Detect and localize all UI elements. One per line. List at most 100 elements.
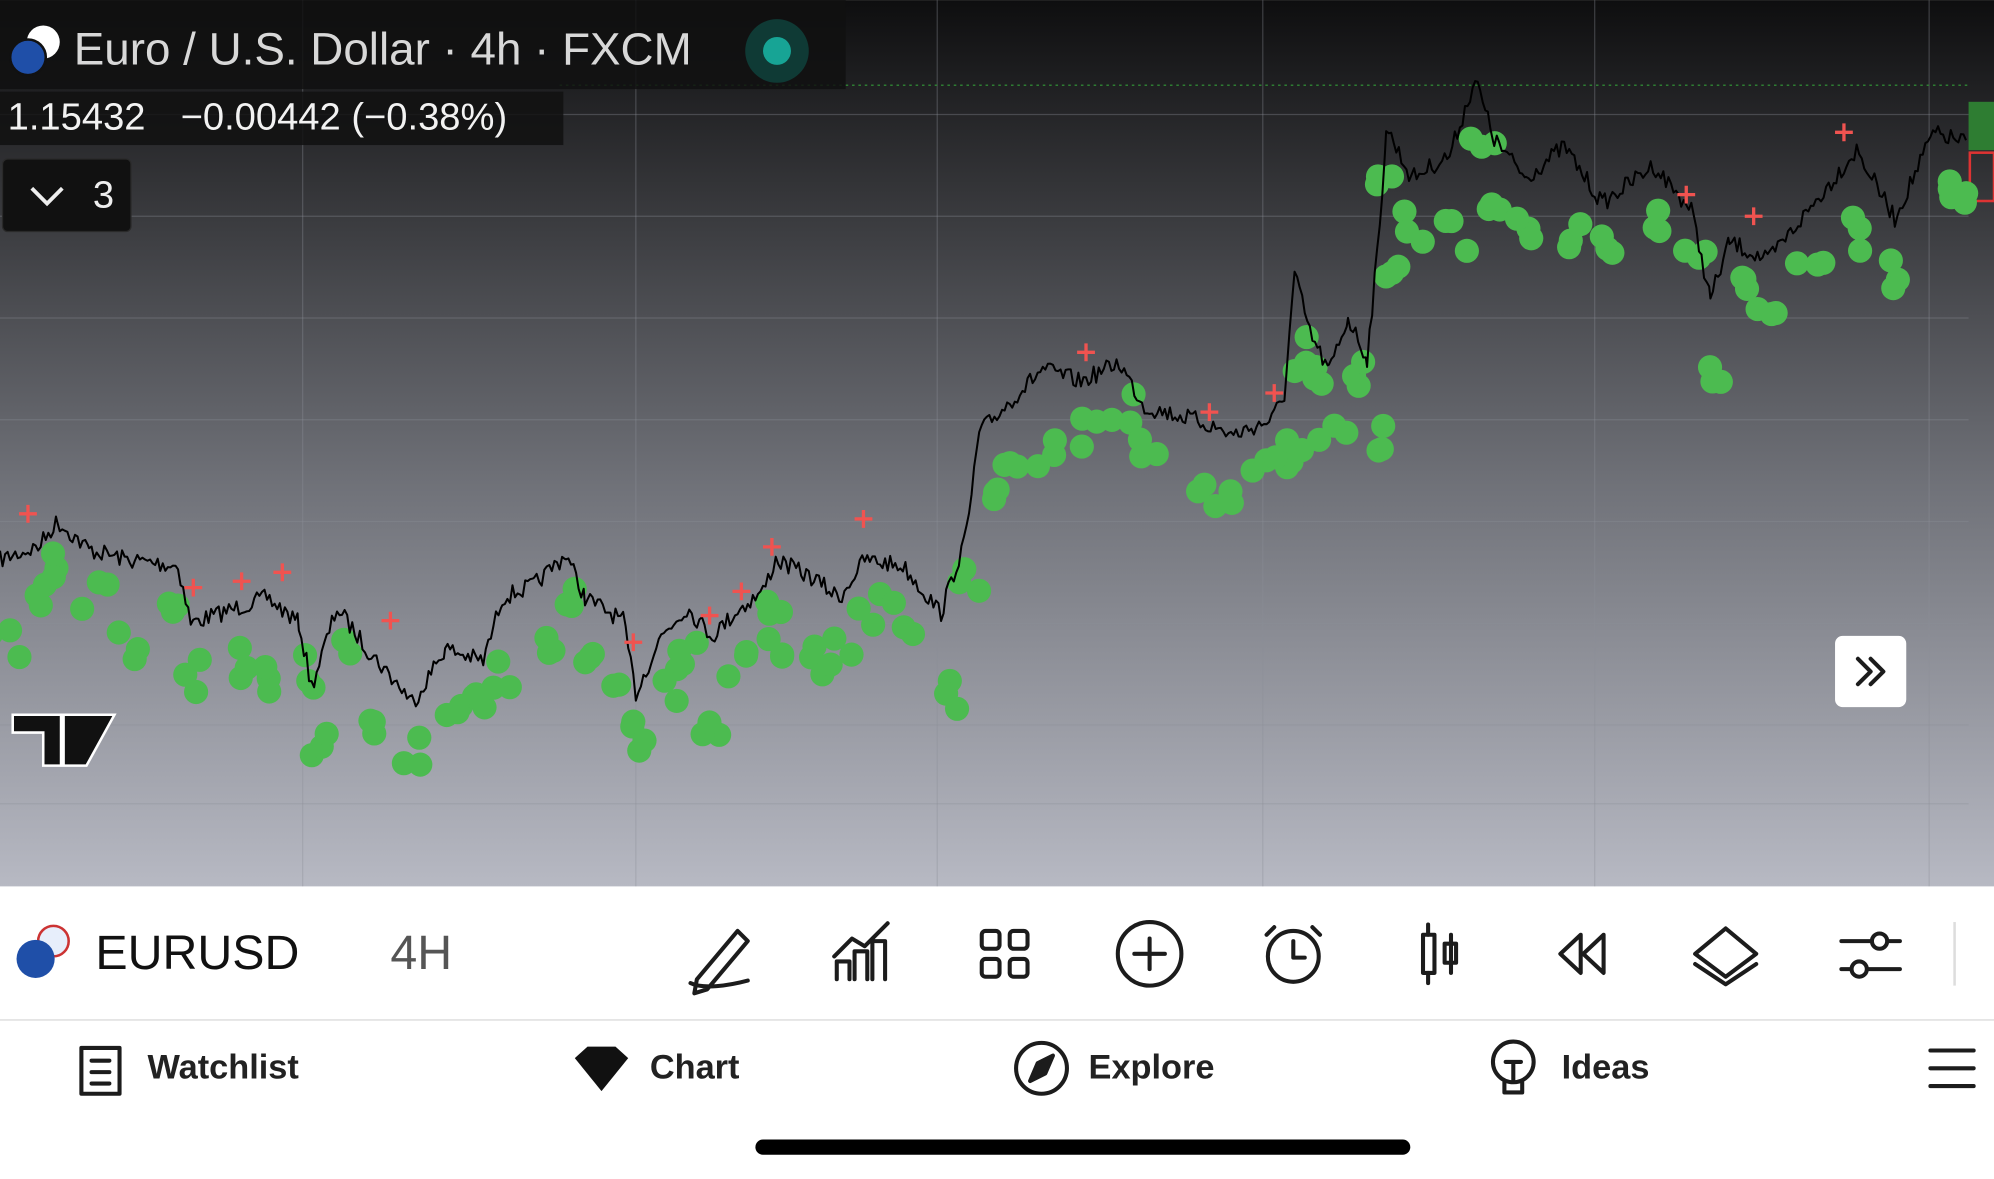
indicator-dot [934,681,959,706]
header-bar [0,0,846,90]
indicator-dot [1647,218,1672,244]
status-dot [763,36,791,65]
indicator-dot [684,630,709,655]
indicator-dot [1282,358,1307,384]
indicator-dot [1307,427,1332,452]
settings-icon[interactable] [1839,931,1902,979]
indicator-dot [481,675,506,700]
indicator-dot [434,702,459,728]
indicator-cross [1744,207,1763,226]
indicator-dot [818,652,843,677]
indicators-icon[interactable] [832,921,890,982]
flag-eu [8,38,48,77]
indicator-dot [227,635,252,660]
indicator-dot [1454,238,1479,263]
indicator-cross [1835,123,1853,142]
indicator-dot [1025,454,1051,479]
indicator-dot [1686,245,1712,270]
toolbar [0,886,1994,1020]
indicator-cross [232,572,251,591]
indicator-cross [1265,384,1284,402]
nav-watchlist[interactable]: Watchlist [148,1049,300,1087]
indicator-dot [314,721,339,746]
indicator-dot [1042,428,1067,453]
alert-icon[interactable] [1264,925,1323,984]
indicator-dot [1129,444,1154,469]
replay-icon[interactable] [1558,932,1606,975]
indicator-cross [700,606,719,625]
indicator-dot [257,679,282,704]
indicator-dot [1952,190,1977,215]
symbol[interactable]: EURUSD [95,926,299,980]
indicator-cross [1077,343,1095,362]
indicator-dot [1734,276,1760,301]
indicator-dot [173,662,198,687]
indicators-toggle[interactable] [1,158,132,233]
indicator-dot [1504,206,1530,231]
indicator-cross [624,633,643,652]
indicator-dot [1848,238,1873,263]
indicator-dots [0,126,1979,777]
chart-title: Euro / U.S. Dollar · 4h · FXCM [74,23,692,74]
nav-explore[interactable]: Explore [1089,1049,1215,1087]
indicator-dot [1351,349,1376,375]
explore-icon[interactable] [1014,1040,1069,1096]
indicator-dot [24,583,49,608]
indicator-dot [947,570,972,595]
indicator-dot [1805,252,1830,277]
watchlist-icon[interactable] [79,1045,122,1096]
indicator-dot [106,620,131,645]
draw-icon[interactable] [688,928,750,996]
indicator-dot [1294,324,1319,350]
ideas-icon[interactable] [1490,1039,1536,1095]
nav-chart[interactable]: Chart [650,1049,740,1087]
indicator-dot [253,654,278,680]
indicator-dot [1557,235,1582,260]
indicator-dot [1322,413,1347,438]
indicators-count: 3 [93,173,114,216]
indicator-dot [1365,164,1391,189]
indicator-cross [19,504,37,523]
indicator-dot [1784,251,1810,276]
indicator-dot [1745,297,1770,322]
indicator-dot [1099,407,1125,432]
indicator-cross [1677,185,1696,204]
indicator-dot [1371,413,1396,439]
indicator-dot [361,709,386,734]
indicator-dot [1410,229,1435,254]
indicator-dot [407,725,432,750]
indicator-dot [534,625,559,651]
flag-eu [16,939,55,978]
indicator-dot [802,634,827,659]
indicator-dot [1069,434,1094,459]
indicator-dot [1881,276,1906,301]
indicator-cross [1200,403,1219,422]
chart-type-icon[interactable] [1420,922,1459,986]
indicator-dot [187,647,212,672]
indicator-dot [716,664,741,689]
layers-icon[interactable] [1693,926,1759,987]
interval[interactable]: 4H [390,926,452,980]
indicator-dot [652,668,677,693]
nav-ideas[interactable]: Ideas [1562,1049,1650,1087]
indicator-dot [607,672,632,697]
tradingview-logo [11,713,117,767]
toolbar-icons [688,920,1902,996]
indicator-crosses [19,123,1853,652]
indicator-dot [70,596,95,621]
indicator-dot [1840,205,1866,230]
indicator-dot [1700,369,1725,394]
indicator-dot [559,593,584,618]
indicator-cross [381,611,400,630]
templates-icon[interactable] [979,928,1030,979]
indicator-dot [1380,260,1405,285]
indicator-dot [697,710,722,735]
indicator-dot [1309,371,1334,396]
price-scale-marker [1968,101,1994,151]
chart-icon[interactable] [574,1046,629,1092]
menu-icon[interactable] [1928,1048,1976,1089]
indicator-dot [156,591,181,616]
indicator-dot [1263,445,1288,470]
add-icon[interactable] [1115,920,1184,988]
indicator-dot [1185,479,1211,504]
